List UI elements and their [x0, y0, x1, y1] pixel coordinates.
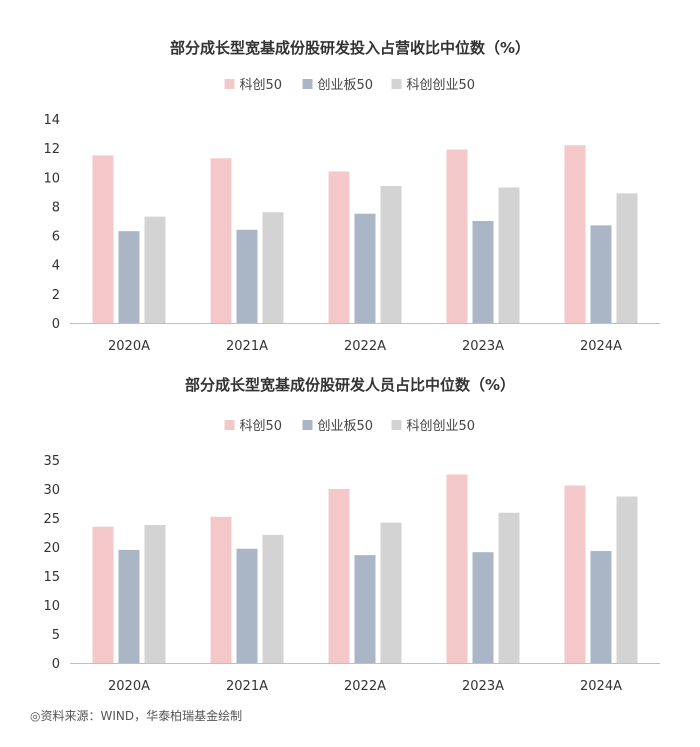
bar — [616, 193, 638, 323]
x-tick-label: 2024A — [580, 679, 622, 694]
bar — [144, 216, 166, 323]
bar — [354, 213, 376, 323]
bar — [354, 555, 376, 663]
legend-swatch — [391, 420, 402, 430]
bar — [564, 485, 586, 663]
legend-swatch — [391, 79, 402, 89]
y-tick-label: 35 — [43, 454, 60, 469]
bar — [236, 229, 258, 323]
bar — [236, 548, 258, 663]
bar — [472, 221, 494, 323]
y-tick-label: 0 — [52, 317, 60, 332]
chart-title: 部分成长型宽基成份股研发投入占营收比中位数（%） — [170, 39, 530, 57]
y-tick-label: 5 — [52, 628, 60, 643]
bar — [92, 526, 114, 663]
legend-label: 科创50 — [240, 78, 283, 93]
x-tick-label: 2020A — [108, 679, 150, 694]
y-tick-label: 25 — [43, 512, 60, 527]
y-tick-label: 0 — [52, 657, 60, 672]
bar — [590, 551, 612, 663]
chart-rd-investment-ratio: 部分成长型宽基成份股研发投入占营收比中位数（%） 科创50 创业板50 科创创业50 0… — [43, 39, 660, 352]
y-tick-label: 20 — [43, 541, 60, 556]
bar — [144, 524, 166, 663]
legend-swatch — [224, 79, 235, 89]
bar — [590, 225, 612, 323]
y-tick-label: 14 — [43, 113, 60, 128]
bar — [328, 489, 350, 663]
chart-rd-staff-ratio: 部分成长型宽基成份股研发人员占比中位数（%） 科创50 创业板50 科创创业50 0 5 1… — [43, 376, 660, 694]
bar — [210, 516, 232, 663]
bar — [472, 552, 494, 663]
x-tick-label: 2023A — [462, 679, 504, 694]
bar — [210, 158, 232, 323]
bar — [262, 534, 284, 663]
y-tick-label: 12 — [43, 142, 60, 157]
charts-container: 部分成长型宽基成份股研发投入占营收比中位数（%） 科创50 创业板50 科创创业50 0… — [43, 39, 660, 694]
y-tick-label: 2 — [52, 288, 60, 303]
bar — [118, 549, 140, 663]
legend-swatch — [302, 79, 313, 89]
legend-label: 科创创业50 — [407, 78, 476, 93]
legend-label: 创业板50 — [318, 419, 374, 434]
x-tick-label: 2022A — [344, 339, 386, 352]
bar — [564, 145, 586, 323]
legend-label: 科创创业50 — [407, 419, 476, 434]
bar — [262, 212, 284, 323]
legend-swatch — [224, 420, 235, 430]
bar — [380, 186, 402, 323]
bar — [92, 155, 114, 323]
bar — [380, 522, 402, 663]
bar — [118, 231, 140, 323]
bar — [498, 187, 520, 323]
bar — [446, 149, 468, 323]
bar — [328, 171, 350, 323]
chart-title: 部分成长型宽基成份股研发人员占比中位数（%） — [185, 376, 515, 394]
source-note: ◎资料来源：WIND，华泰柏瑞基金绘制 — [30, 709, 243, 723]
bar — [616, 496, 638, 663]
x-tick-label: 2022A — [344, 679, 386, 694]
y-tick-label: 15 — [43, 570, 60, 585]
y-tick-label: 10 — [43, 599, 60, 614]
y-tick-label: 8 — [52, 200, 60, 215]
bar — [446, 474, 468, 663]
x-tick-label: 2021A — [226, 339, 268, 352]
x-tick-label: 2024A — [580, 339, 622, 352]
x-tick-label: 2020A — [108, 339, 150, 352]
y-tick-label: 4 — [52, 259, 60, 274]
legend-label: 创业板50 — [318, 78, 374, 93]
y-tick-label: 30 — [43, 483, 60, 498]
legend-swatch — [302, 420, 313, 430]
x-tick-label: 2021A — [226, 679, 268, 694]
y-tick-label: 6 — [52, 230, 60, 245]
legend-label: 科创50 — [240, 419, 283, 434]
bar — [498, 512, 520, 663]
y-tick-label: 10 — [43, 171, 60, 186]
x-tick-label: 2023A — [462, 339, 504, 352]
